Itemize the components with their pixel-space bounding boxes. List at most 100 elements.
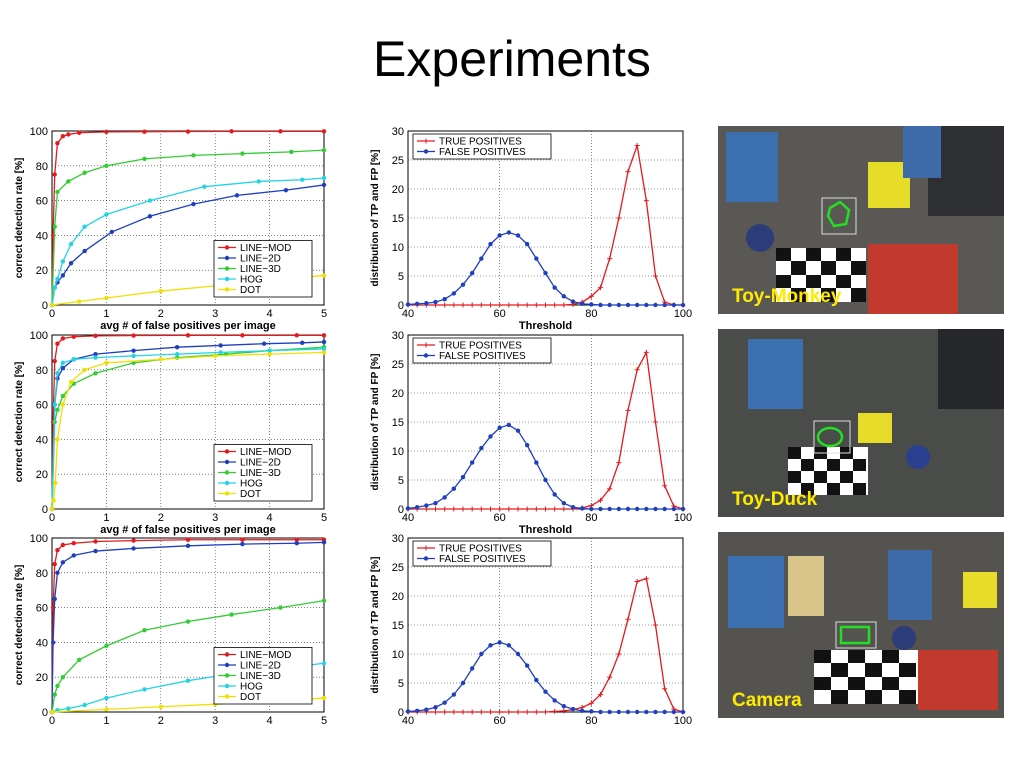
data-point bbox=[104, 360, 109, 366]
data-point bbox=[671, 506, 677, 512]
data-point bbox=[534, 460, 539, 465]
data-point bbox=[506, 302, 512, 308]
x-axis-label: avg # of false positives per image bbox=[100, 524, 275, 536]
data-point bbox=[240, 333, 245, 338]
legend-entry: LINE−MOD bbox=[240, 243, 291, 254]
data-point bbox=[533, 506, 539, 512]
data-point bbox=[634, 709, 640, 715]
data-point bbox=[191, 153, 196, 158]
data-point bbox=[53, 480, 58, 486]
y-tick-label: 0 bbox=[42, 300, 48, 312]
data-point bbox=[321, 182, 327, 188]
data-point bbox=[671, 302, 677, 308]
data-point bbox=[460, 282, 466, 287]
y-tick-label: 60 bbox=[36, 196, 48, 208]
data-point bbox=[643, 576, 649, 582]
x-tick-label: 40 bbox=[402, 512, 414, 524]
y-tick-label: 20 bbox=[36, 672, 48, 684]
data-point bbox=[497, 302, 503, 308]
data-point bbox=[625, 169, 631, 175]
data-point bbox=[488, 506, 493, 512]
y-tick-label: 40 bbox=[36, 637, 48, 649]
data-point bbox=[680, 506, 686, 512]
data-point bbox=[488, 241, 493, 247]
x-tick-label: 2 bbox=[158, 308, 164, 320]
data-point bbox=[82, 224, 87, 229]
data-point bbox=[229, 612, 234, 617]
legend-entry: HOG bbox=[240, 275, 263, 286]
y-tick-label: 25 bbox=[392, 155, 404, 167]
legend-marker bbox=[224, 255, 230, 261]
legend-entry: HOG bbox=[240, 479, 263, 490]
data-point bbox=[497, 709, 503, 715]
data-point bbox=[653, 709, 658, 715]
data-point bbox=[405, 506, 411, 511]
legend-entry: FALSE POSITIVES bbox=[439, 147, 526, 158]
y-tick-label: 0 bbox=[398, 707, 404, 719]
legend-marker bbox=[224, 266, 230, 271]
data-point bbox=[174, 344, 180, 350]
data-point bbox=[506, 422, 512, 428]
data-point bbox=[478, 506, 484, 512]
data-point bbox=[49, 302, 55, 308]
legend-entry: TRUE POSITIVES bbox=[439, 544, 522, 555]
data-point bbox=[497, 425, 502, 430]
x-tick-label: 4 bbox=[267, 715, 273, 727]
legend-entry: LINE−MOD bbox=[240, 447, 291, 458]
data-point bbox=[71, 553, 76, 558]
data-point bbox=[469, 506, 475, 512]
data-point bbox=[55, 407, 60, 413]
data-point bbox=[561, 501, 567, 506]
data-point bbox=[634, 579, 640, 584]
data-point bbox=[616, 709, 622, 715]
data-point bbox=[478, 709, 484, 715]
data-point bbox=[60, 402, 66, 407]
series-line bbox=[51, 334, 324, 510]
data-point bbox=[321, 273, 327, 278]
data-point bbox=[524, 506, 530, 512]
x-tick-label: 4 bbox=[267, 308, 273, 320]
data-point bbox=[680, 302, 686, 308]
legend-marker bbox=[224, 470, 230, 475]
data-point bbox=[66, 706, 71, 711]
data-point bbox=[634, 367, 640, 373]
x-axis-label: Threshold bbox=[519, 524, 572, 536]
data-point bbox=[52, 285, 57, 290]
x-tick-label: 1 bbox=[103, 715, 109, 727]
legend-entry: TRUE POSITIVES bbox=[439, 341, 522, 352]
data-point bbox=[278, 605, 283, 610]
data-point bbox=[598, 506, 603, 512]
data-point bbox=[267, 351, 272, 357]
data-point bbox=[433, 501, 438, 506]
data-point bbox=[321, 598, 327, 603]
data-point bbox=[552, 506, 558, 512]
data-point bbox=[460, 302, 466, 308]
data-point bbox=[104, 212, 109, 217]
data-point bbox=[185, 129, 191, 134]
data-point bbox=[524, 663, 530, 668]
legend-entry: DOT bbox=[240, 692, 261, 703]
data-point bbox=[552, 698, 557, 703]
data-point bbox=[543, 477, 548, 483]
data-point bbox=[321, 695, 327, 701]
data-point bbox=[607, 674, 613, 680]
data-point bbox=[488, 709, 493, 715]
data-point bbox=[653, 506, 658, 512]
y-tick-label: 5 bbox=[398, 271, 404, 283]
data-point bbox=[93, 371, 98, 376]
data-point bbox=[77, 657, 82, 662]
y-tick-label: 60 bbox=[36, 400, 48, 412]
y-tick-label: 25 bbox=[392, 359, 404, 371]
x-tick-label: 0 bbox=[49, 715, 55, 727]
legend-marker bbox=[224, 694, 230, 699]
data-point bbox=[52, 692, 57, 697]
data-point bbox=[414, 708, 420, 714]
legend-box bbox=[412, 337, 552, 364]
data-point bbox=[433, 506, 438, 512]
data-point bbox=[524, 241, 530, 247]
data-point bbox=[579, 301, 585, 307]
data-point bbox=[131, 333, 136, 338]
y-axis-label: correct detection rate [%] bbox=[14, 158, 25, 279]
data-point bbox=[662, 483, 668, 489]
